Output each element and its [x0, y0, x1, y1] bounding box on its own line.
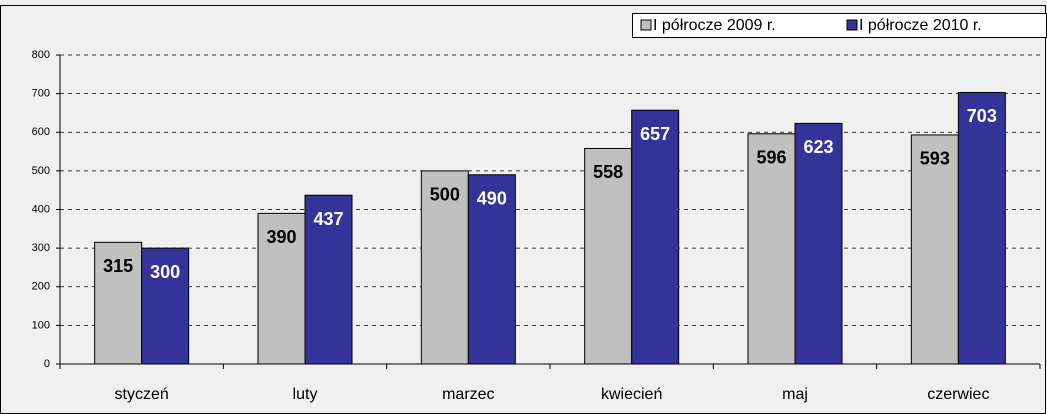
bar	[794, 122, 843, 365]
y-tick-label: 200	[32, 281, 50, 293]
data-label: 657	[640, 124, 670, 144]
bar	[631, 109, 680, 365]
bar	[420, 170, 469, 365]
y-tick-label: 500	[32, 165, 50, 177]
y-tick-label: 300	[32, 242, 50, 254]
legend-label: I półrocze 2010 r.	[859, 17, 982, 34]
data-label: 490	[477, 188, 507, 208]
x-tick-label: marzec	[442, 386, 494, 403]
y-tick-label: 400	[32, 203, 50, 215]
data-label: 500	[430, 185, 460, 205]
bar	[747, 133, 796, 365]
bar	[94, 241, 143, 365]
x-tick-label: kwiecień	[601, 386, 662, 403]
bar	[957, 91, 1006, 365]
x-tick-label: czerwiec	[927, 386, 989, 403]
data-label: 558	[593, 162, 623, 182]
data-label: 703	[967, 106, 997, 126]
bar	[141, 247, 190, 365]
x-tick-label: maj	[782, 386, 808, 403]
data-label: 437	[313, 209, 343, 229]
y-tick-label: 600	[32, 126, 50, 138]
legend-label: I półrocze 2009 r.	[653, 17, 776, 34]
y-tick-label: 100	[32, 319, 50, 331]
x-tick-label: styczeń	[115, 386, 169, 403]
legend-swatch	[640, 19, 652, 31]
y-tick-label: 700	[32, 88, 50, 100]
x-tick-label: luty	[293, 386, 318, 403]
bar	[304, 194, 353, 365]
data-label: 390	[266, 227, 296, 247]
data-label: 593	[920, 149, 950, 169]
bar	[467, 174, 516, 365]
data-label: 623	[803, 137, 833, 157]
data-label: 300	[150, 262, 180, 282]
legend-box	[632, 13, 1047, 38]
bar	[910, 134, 959, 365]
legend-swatch	[846, 19, 858, 31]
y-tick-label: 800	[32, 49, 50, 61]
y-tick-label: 0	[44, 358, 50, 370]
data-label: 315	[103, 256, 133, 276]
data-label: 596	[756, 148, 786, 168]
